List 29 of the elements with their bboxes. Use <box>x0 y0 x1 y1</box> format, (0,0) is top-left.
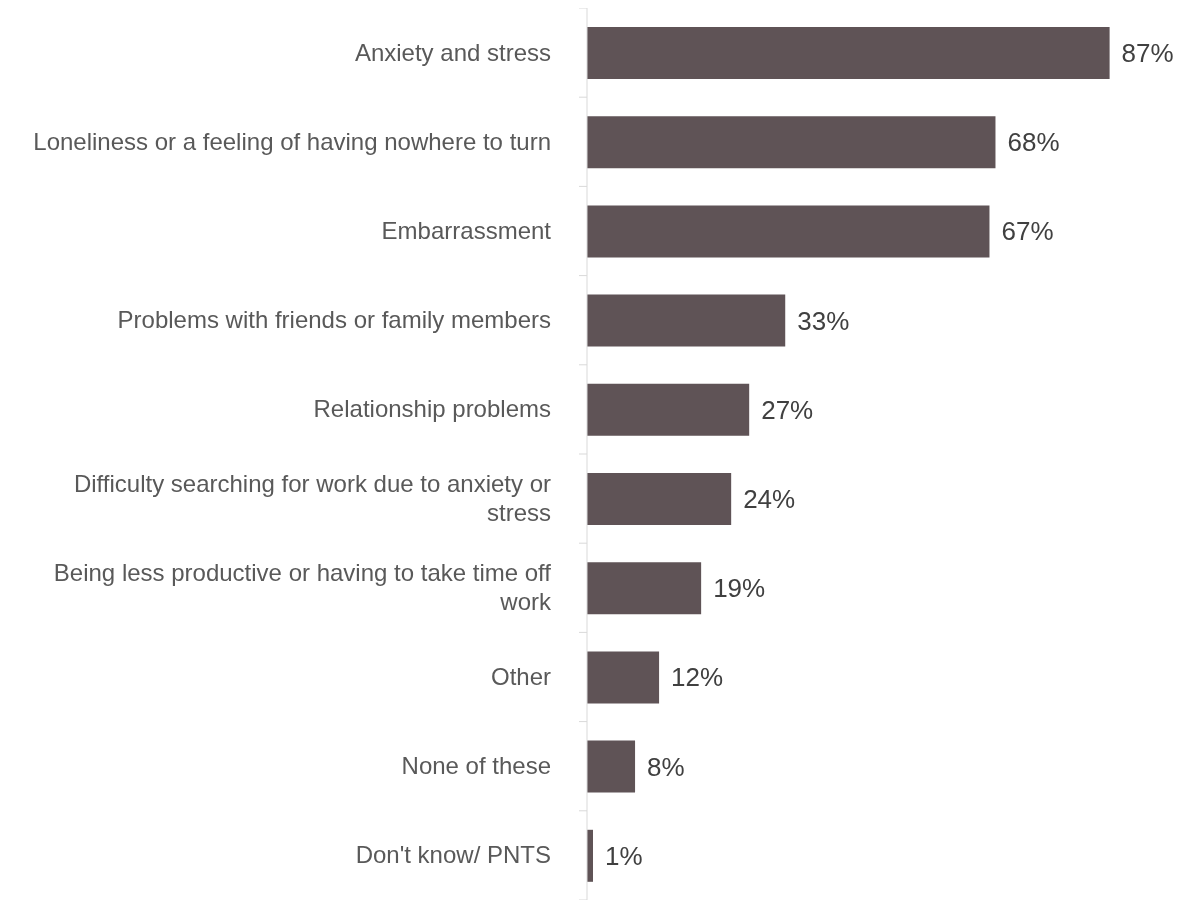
y-tick-label: Embarrassment <box>381 217 552 244</box>
bar <box>587 294 786 347</box>
bar <box>587 562 702 615</box>
data-label: 27% <box>761 394 814 425</box>
data-label: 87% <box>1121 38 1174 68</box>
bar <box>587 740 636 793</box>
bar <box>587 205 990 258</box>
data-label: 19% <box>713 573 766 604</box>
bar <box>587 473 732 525</box>
data-label: 12% <box>671 662 724 693</box>
data-label: 24% <box>743 484 796 514</box>
y-tick-label: Relationship problems <box>313 395 551 423</box>
data-label: 67% <box>1001 216 1054 247</box>
data-label: 8% <box>647 751 685 782</box>
y-tick-label: Other <box>490 663 551 690</box>
y-tick-label: Being less productive or having to take time off work <box>53 559 552 616</box>
y-tick-label: Anxiety and stress <box>354 38 551 66</box>
bar <box>587 651 660 704</box>
data-label: 33% <box>797 305 850 336</box>
bar <box>587 383 750 436</box>
y-tick-label: Loneliness or a feeling of having nowhere to turn <box>33 127 551 155</box>
y-tick-label: Don't know/ PNTS <box>355 841 551 869</box>
data-label: 1% <box>605 840 643 871</box>
data-label: 68% <box>1007 127 1060 158</box>
y-tick-label: Problems with friends or family members <box>117 306 551 334</box>
bar <box>587 116 996 169</box>
y-tick-label: Difficulty searching for work due to anxiety or stress <box>73 470 551 527</box>
y-tick-label: None of these <box>401 752 551 780</box>
bar <box>587 27 1110 79</box>
